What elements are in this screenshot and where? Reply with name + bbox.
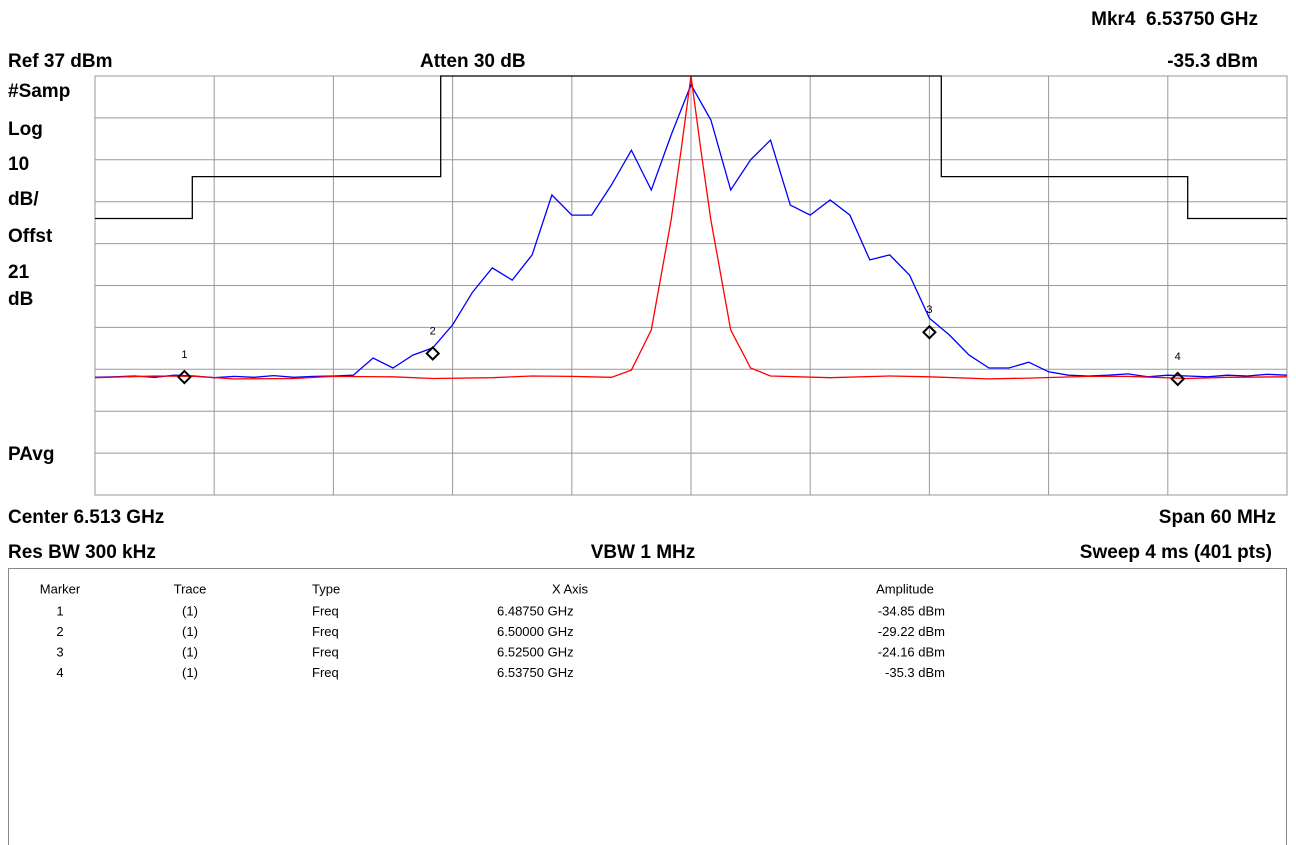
table-header: Marker <box>40 581 81 596</box>
table-cell: -35.3 dBm <box>885 665 945 680</box>
marker-diamond <box>425 346 441 361</box>
table-cell: -24.16 dBm <box>878 644 945 659</box>
table-cell: Freq <box>312 644 339 659</box>
table-cell: Freq <box>312 603 339 618</box>
side-label: 10 <box>8 154 29 175</box>
center-freq: Center 6.513 GHz <box>8 507 164 528</box>
table-cell: (1) <box>182 603 198 618</box>
table-cell: -29.22 dBm <box>878 624 945 639</box>
table-cell: 4 <box>56 665 63 680</box>
marker-label: 3 <box>926 304 932 316</box>
side-label: dB <box>8 289 33 310</box>
marker-diamond <box>176 369 192 385</box>
side-label: PAvg <box>8 444 54 465</box>
marker-readout: Mkr4 6.53750 GHz <box>1091 9 1258 30</box>
side-label: dB/ <box>8 189 39 210</box>
span: Span 60 MHz <box>1159 507 1276 528</box>
table-cell: 2 <box>56 624 63 639</box>
side-label: Offst <box>8 226 53 247</box>
sweep: Sweep 4 ms (401 pts) <box>1080 542 1272 563</box>
table-cell: -34.85 dBm <box>878 603 945 618</box>
table-cell: (1) <box>182 665 198 680</box>
table-cell: 6.52500 GHz <box>497 644 574 659</box>
ref-level: Ref 37 dBm <box>8 51 113 72</box>
table-header: X Axis <box>552 581 589 596</box>
side-label: 21 <box>8 262 30 283</box>
table-cell: Freq <box>312 665 339 680</box>
table-cell: 1 <box>56 603 63 618</box>
table-cell: 6.48750 GHz <box>497 603 574 618</box>
side-label: #Samp <box>8 81 70 102</box>
table-cell: Freq <box>312 624 339 639</box>
table-cell: 3 <box>56 644 63 659</box>
marker-amplitude: -35.3 dBm <box>1167 51 1258 72</box>
table-header: Amplitude <box>876 581 934 596</box>
marker-diamond <box>921 324 937 340</box>
trace <box>95 75 1287 220</box>
table-cell: 6.50000 GHz <box>497 624 574 639</box>
trace <box>94 75 1288 380</box>
marker-label: 2 <box>430 325 436 337</box>
marker-diamond <box>1170 371 1186 387</box>
table-cell: (1) <box>182 644 198 659</box>
marker-table-frame <box>8 568 1287 845</box>
marker-label: 1 <box>181 349 187 361</box>
table-cell: 6.53750 GHz <box>497 665 574 680</box>
table-header: Trace <box>174 581 207 596</box>
table-cell: (1) <box>182 624 198 639</box>
rbw: Res BW 300 kHz <box>8 542 156 563</box>
marker-label: 4 <box>1175 351 1181 363</box>
vbw: VBW 1 MHz <box>591 542 696 563</box>
attenuation: Atten 30 dB <box>420 51 526 72</box>
table-header: Type <box>312 581 340 596</box>
side-label: Log <box>8 119 43 140</box>
